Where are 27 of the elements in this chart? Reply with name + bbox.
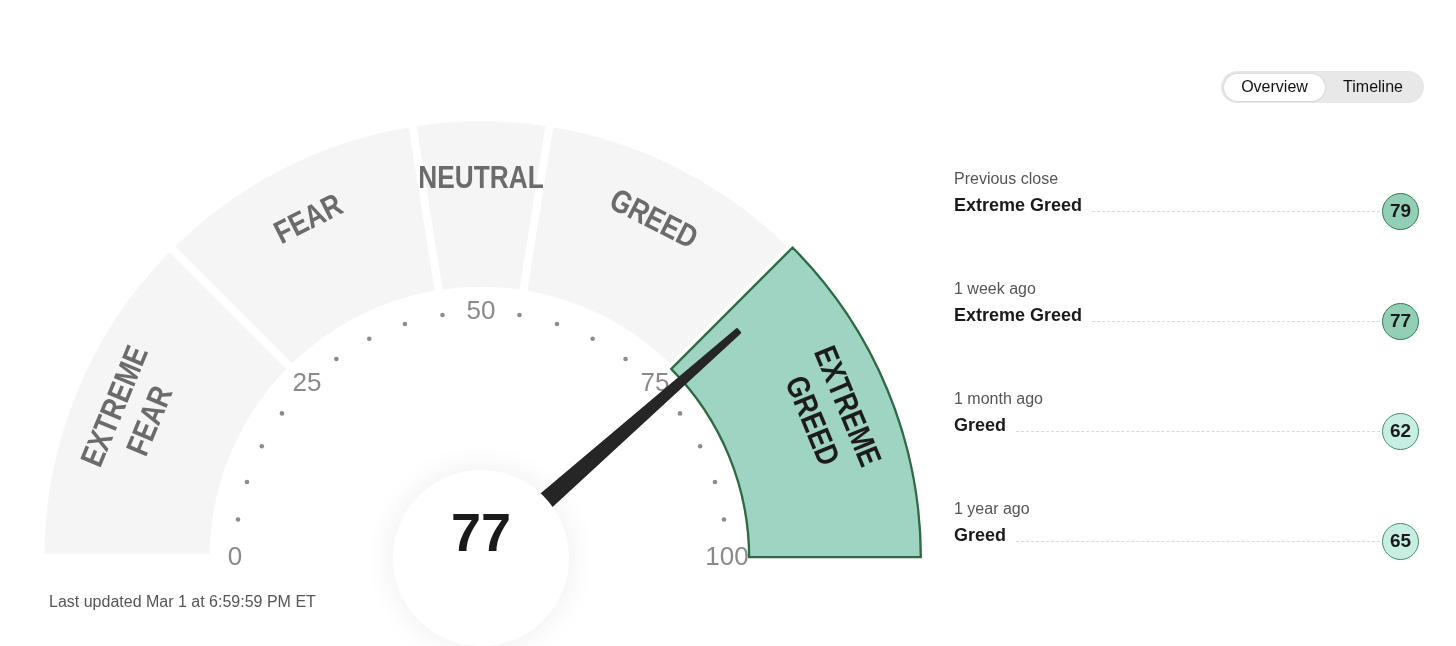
slice-label: FEAR	[268, 186, 348, 251]
text: Last updated Mar 1 at 6:59:59 PM ET	[49, 592, 316, 612]
data-label: 77	[1389, 310, 1412, 332]
category-label: Previous close	[954, 169, 1059, 189]
text: 25	[292, 367, 322, 398]
data-label: 62	[1389, 420, 1412, 442]
score-badge: 79	[1382, 192, 1419, 230]
data-label: 65	[1389, 530, 1412, 552]
text: Timeline	[1343, 78, 1403, 96]
score-badge: 77	[1382, 302, 1419, 340]
text: 77	[450, 502, 512, 562]
text: Greed	[954, 524, 1007, 546]
score-badge: 65	[1382, 522, 1419, 560]
category-label: 1 year ago	[954, 499, 1030, 519]
slice-label: NEUTRAL	[418, 159, 544, 195]
text: 50	[466, 295, 496, 326]
text: 75	[640, 367, 670, 398]
score-badge: 62	[1382, 412, 1419, 450]
text: Greed	[954, 414, 1007, 436]
text: Extreme Greed	[954, 304, 1083, 326]
text: 100	[705, 541, 749, 572]
category-label: 1 month ago	[954, 389, 1043, 409]
data-label: 79	[1389, 200, 1412, 222]
text: Extreme Greed	[954, 194, 1083, 216]
text: 0	[227, 541, 243, 572]
category-label: 1 week ago	[954, 279, 1036, 299]
text: Overview	[1241, 78, 1308, 96]
